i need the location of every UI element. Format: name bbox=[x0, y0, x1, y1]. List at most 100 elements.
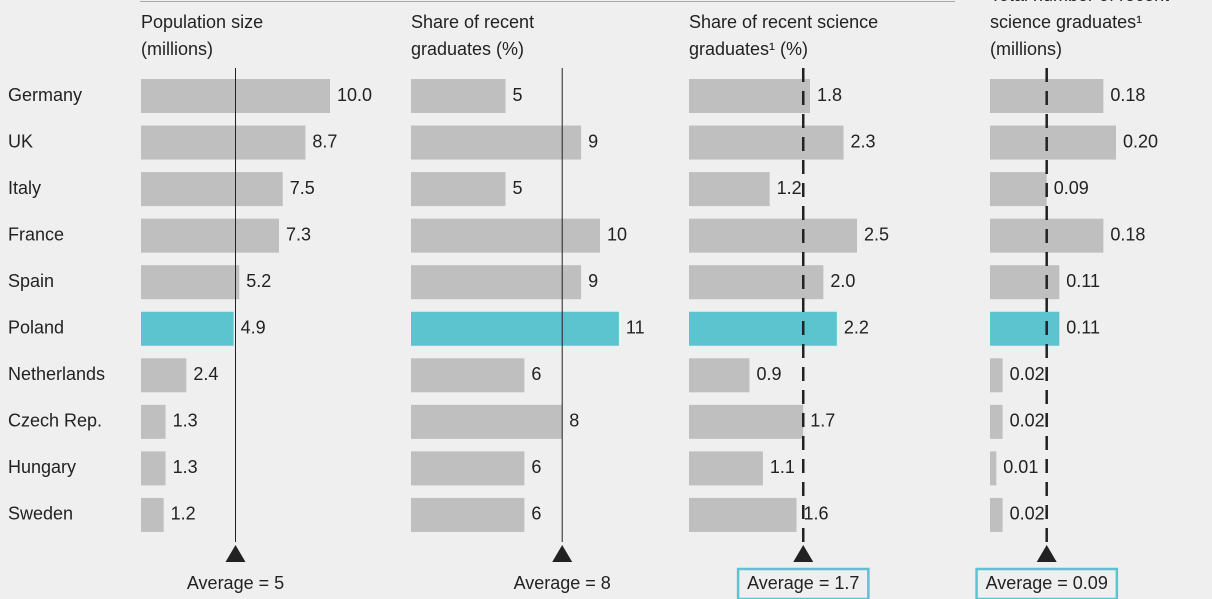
bar bbox=[990, 172, 1047, 207]
value-label: 10 bbox=[607, 224, 627, 244]
value-label: 2.0 bbox=[830, 271, 855, 291]
value-label: 5.2 bbox=[246, 271, 271, 291]
category-label: Spain bbox=[8, 271, 54, 291]
value-label: 4.9 bbox=[241, 318, 266, 338]
value-label: 10.0 bbox=[337, 85, 372, 105]
bar bbox=[689, 358, 750, 393]
bar bbox=[411, 451, 525, 486]
bar bbox=[141, 172, 283, 207]
bar bbox=[141, 358, 187, 393]
value-label: 0.02 bbox=[1010, 504, 1045, 524]
bar bbox=[990, 404, 1003, 439]
bar bbox=[411, 358, 525, 393]
bar bbox=[689, 218, 857, 253]
value-label: 5 bbox=[513, 85, 523, 105]
panel-title: Total number of recent bbox=[990, 0, 1169, 5]
bar bbox=[411, 265, 582, 300]
panel-title: science graduates¹ bbox=[990, 12, 1142, 32]
average-marker bbox=[1036, 545, 1057, 562]
category-label: Czech Rep. bbox=[8, 411, 102, 431]
bar bbox=[689, 172, 770, 207]
bar bbox=[411, 311, 619, 346]
bar bbox=[689, 79, 810, 113]
value-label: 6 bbox=[531, 457, 541, 477]
average-marker bbox=[552, 545, 573, 562]
category-label: UK bbox=[8, 131, 33, 151]
value-label: 1.2 bbox=[171, 504, 196, 524]
bar bbox=[990, 265, 1060, 300]
bar bbox=[990, 497, 1003, 532]
value-label: 2.3 bbox=[851, 131, 876, 151]
panel-title: Share of recent science bbox=[689, 12, 878, 32]
bar bbox=[689, 265, 824, 300]
panel-title: Share of recent bbox=[411, 12, 534, 32]
bar bbox=[141, 265, 240, 300]
average-marker bbox=[793, 545, 814, 562]
value-label: 2.5 bbox=[864, 224, 889, 244]
category-label: France bbox=[8, 224, 64, 244]
bar bbox=[141, 311, 234, 346]
category-label: Hungary bbox=[8, 457, 76, 477]
category-label: Italy bbox=[8, 178, 41, 198]
value-label: 9 bbox=[588, 131, 598, 151]
bar bbox=[411, 404, 563, 439]
average-box bbox=[975, 567, 1119, 599]
bar bbox=[689, 404, 804, 439]
value-label: 0.11 bbox=[1066, 318, 1100, 338]
average-label: Average = 1.7 bbox=[747, 573, 859, 593]
category-label: Netherlands bbox=[8, 364, 105, 384]
value-label: 9 bbox=[588, 271, 598, 291]
bar bbox=[411, 172, 506, 207]
value-label: 2.2 bbox=[844, 318, 869, 338]
value-label: 0.18 bbox=[1110, 224, 1145, 244]
bar bbox=[411, 218, 600, 253]
value-label: 0.9 bbox=[756, 364, 781, 384]
value-label: 0.02 bbox=[1010, 411, 1045, 431]
value-label: 6 bbox=[531, 504, 541, 524]
bar bbox=[411, 125, 582, 160]
value-label: 6 bbox=[531, 364, 541, 384]
category-label: Poland bbox=[8, 318, 64, 338]
bar bbox=[990, 358, 1003, 393]
value-label: 0.20 bbox=[1123, 131, 1158, 151]
average-label: Average = 8 bbox=[514, 573, 611, 593]
average-label: Average = 0.09 bbox=[986, 573, 1108, 593]
bar bbox=[689, 497, 797, 532]
bar bbox=[689, 451, 763, 486]
value-label: 0.18 bbox=[1110, 85, 1145, 105]
value-label: 1.2 bbox=[777, 178, 802, 198]
value-label: 1.6 bbox=[804, 504, 829, 524]
bar bbox=[990, 451, 997, 486]
bar bbox=[141, 125, 306, 160]
bar bbox=[141, 497, 164, 532]
bar bbox=[141, 451, 166, 486]
value-label: 11 bbox=[626, 318, 645, 338]
category-label: Sweden bbox=[8, 504, 73, 524]
panel-title: graduates¹ (%) bbox=[689, 39, 808, 59]
panel-title: (millions) bbox=[141, 39, 213, 59]
bar bbox=[141, 404, 166, 439]
bar bbox=[990, 311, 1060, 346]
value-label: 8 bbox=[569, 411, 579, 431]
value-label: 1.7 bbox=[810, 411, 835, 431]
category-label: Germany bbox=[8, 85, 82, 105]
value-label: 0.11 bbox=[1066, 271, 1100, 291]
average-label: Average = 5 bbox=[187, 573, 284, 593]
bar bbox=[990, 125, 1116, 160]
bar bbox=[689, 125, 844, 160]
average-box bbox=[736, 567, 870, 599]
value-label: 7.5 bbox=[290, 178, 315, 198]
value-label: 2.4 bbox=[193, 364, 218, 384]
bar bbox=[689, 311, 837, 346]
panel-title: Population size bbox=[141, 12, 263, 32]
value-label: 0.09 bbox=[1054, 178, 1089, 198]
bar bbox=[141, 218, 279, 253]
value-label: 8.7 bbox=[312, 131, 337, 151]
value-label: 1.3 bbox=[173, 457, 198, 477]
value-label: 5 bbox=[513, 178, 523, 198]
average-marker bbox=[225, 545, 246, 562]
value-label: 7.3 bbox=[286, 224, 311, 244]
panel-title: (millions) bbox=[990, 39, 1062, 59]
panel-title: graduates (%) bbox=[411, 39, 524, 59]
